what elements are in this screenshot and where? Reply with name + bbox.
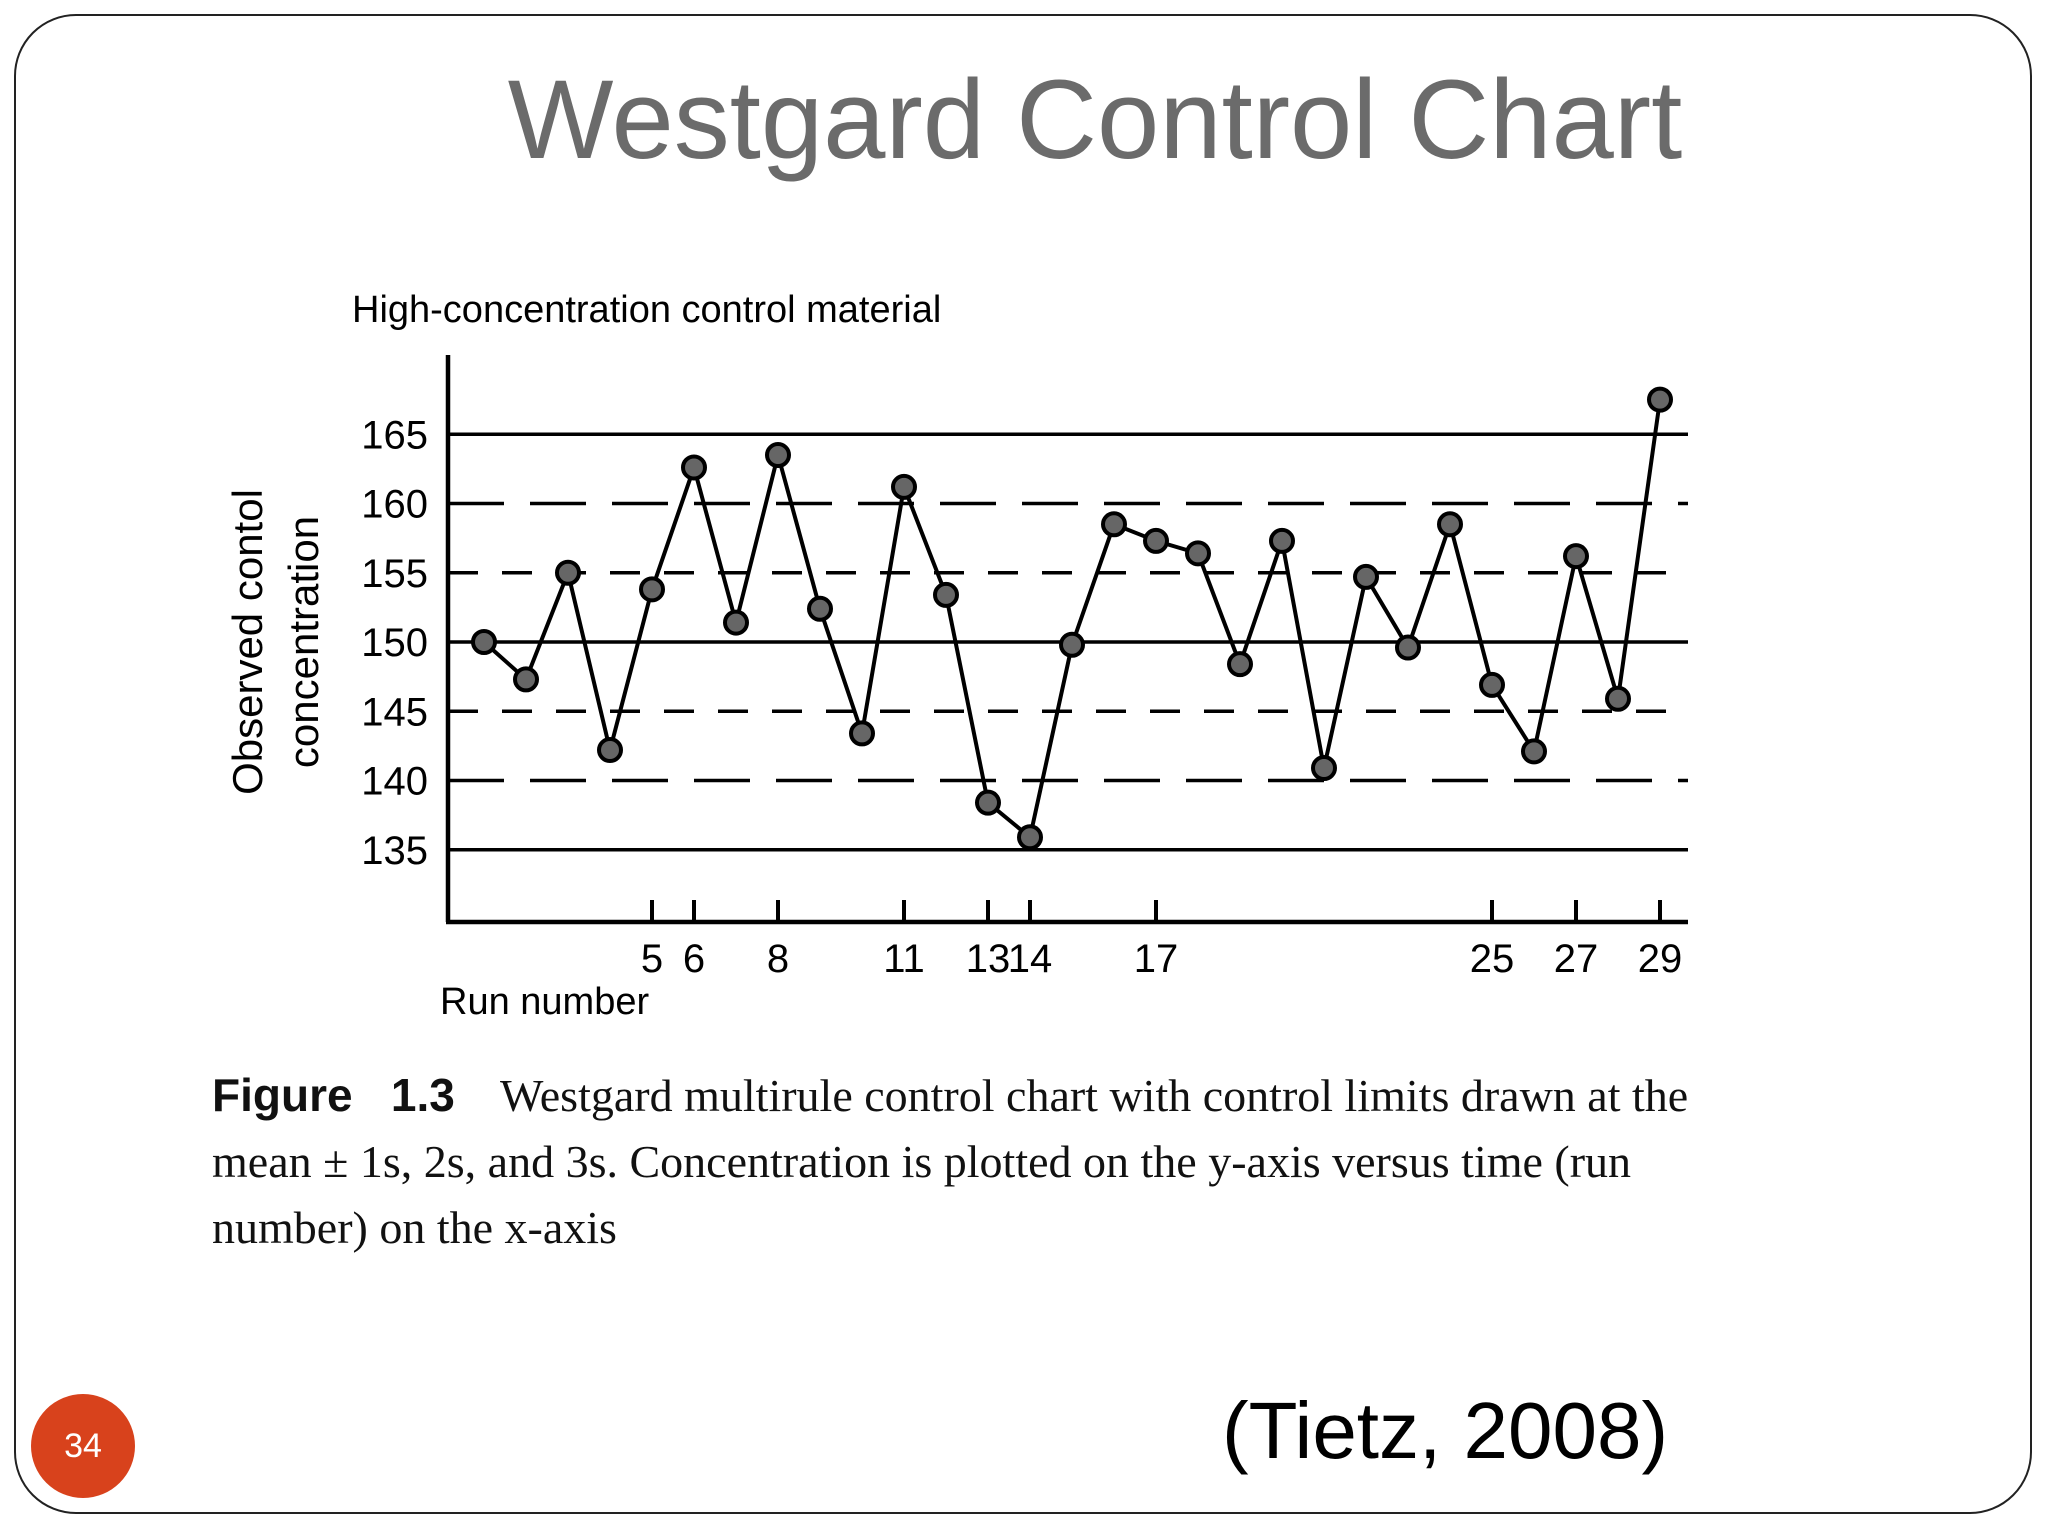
data-point [1185,540,1211,567]
x-tick-label: 17 [1134,937,1179,981]
figure-caption: Figure 1.3 Westgard multirule control ch… [212,1062,1732,1261]
data-point [849,720,875,747]
data-point [681,454,707,481]
y-tick-label: 160 [361,483,428,527]
control-limit-lines [448,432,1688,852]
slide-number-badge: 34 [31,1394,135,1498]
data-point [975,789,1001,816]
data-point [1479,671,1505,698]
x-tick-label: 14 [1008,937,1053,981]
data-point [639,576,665,603]
y-tick-label: 135 [361,829,428,873]
data-point [1605,685,1631,712]
x-tick-label: 25 [1470,937,1515,981]
data-point [723,609,749,636]
x-tick-label: 6 [683,937,705,981]
data-point [933,581,959,608]
y-tick-label: 140 [361,760,428,804]
data-point [471,629,497,655]
y-axis-label-line-1: Observed contol [224,489,271,795]
slide-number: 34 [64,1426,102,1465]
x-tick-label: 8 [767,937,789,981]
data-point [1143,527,1169,554]
x-tick-label: 13 [966,937,1011,981]
y-tick-label: 145 [361,690,428,734]
data-point [1227,651,1253,678]
data-point [765,442,791,469]
chart-title: High-concentration control material [352,289,941,331]
figure-label: Figure 1.3 [212,1069,455,1121]
x-axis-label: Run number [440,981,649,1023]
x-tick-label: 29 [1638,937,1683,981]
data-point [1311,755,1337,782]
data-point [891,473,917,500]
slide-title: Westgard Control Chart [507,57,1683,182]
series-line [482,399,1662,841]
y-tick-label: 155 [361,552,428,596]
slide-frame [14,14,2032,1514]
data-point [1521,738,1547,765]
data-point [1647,386,1673,413]
data-point [555,559,581,586]
data-point [1395,634,1421,661]
data-point [513,666,539,693]
figure-caption-text: Westgard multirule control chart with co… [212,1070,1689,1253]
data-point [1269,527,1295,554]
data-point [1563,543,1589,570]
x-tick-label: 11 [883,937,925,981]
data-point [1353,563,1379,590]
data-series [471,386,1673,851]
y-axis-label-line-2: concentration [280,516,327,768]
x-tick-label: 5 [641,937,663,981]
data-point [1059,631,1085,658]
data-point [597,737,623,764]
y-ticks: 135 140 145 150 155 160 165 [361,413,428,873]
y-tick-label: 150 [361,621,428,665]
y-tick-label: 165 [361,413,428,457]
x-tick-label: 27 [1554,937,1599,981]
data-point [1437,511,1463,538]
data-point [807,595,833,622]
data-point [1101,511,1127,538]
data-point [1017,824,1043,851]
citation: (Tietz, 2008) [1222,1386,1669,1475]
